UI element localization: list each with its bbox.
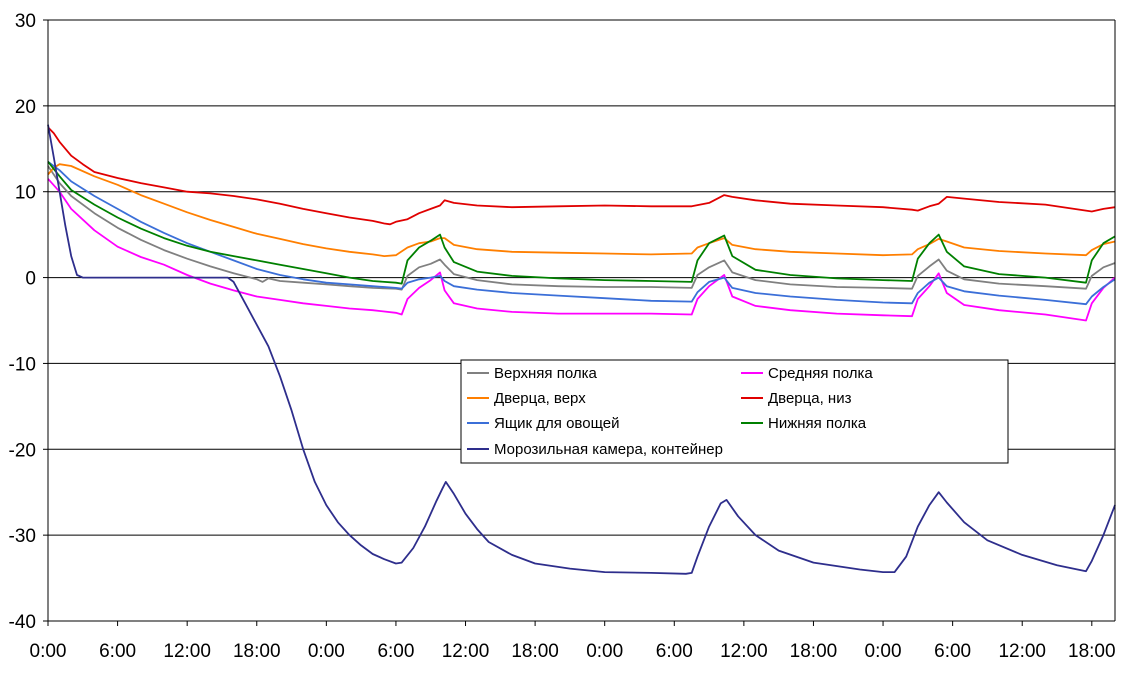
y-tick-label: 10	[15, 183, 36, 204]
y-axis-ticks: 30 20 10 0 -10 -20 -30 -40	[9, 11, 48, 633]
legend-label: Ящик для овощей	[494, 415, 619, 432]
legend: Верхняя полка Средняя полка Дверца, верх Дв…	[460, 359, 1009, 464]
y-tick-label: -30	[9, 526, 36, 547]
x-tick-label: 18:00	[233, 641, 281, 662]
legend-label: Дверца, верх	[494, 390, 586, 407]
legend-label: Дверца, низ	[768, 390, 852, 407]
x-tick-label: 18:00	[511, 641, 559, 662]
y-tick-label: 30	[15, 11, 36, 32]
series-line-6	[47, 161, 1116, 285]
series-lines	[47, 124, 1116, 575]
x-tick-label: 12:00	[998, 641, 1046, 662]
x-tick-label: 6:00	[934, 641, 971, 662]
x-tick-label: 6:00	[656, 641, 693, 662]
axes	[47, 20, 1116, 622]
legend-items: Верхняя полка Средняя полка Дверца, верх Дв…	[467, 365, 873, 458]
x-tick-label: 0:00	[308, 641, 345, 662]
series-line-2	[47, 178, 1116, 322]
x-tick-label: 12:00	[163, 641, 211, 662]
series-line-3	[47, 163, 1116, 257]
y-tick-label: -10	[9, 354, 36, 375]
x-tick-label: 0:00	[586, 641, 623, 662]
y-tick-label: -20	[9, 440, 36, 461]
legend-box	[460, 359, 1009, 464]
legend-label: Нижняя полка	[768, 415, 867, 432]
x-tick-label: 0:00	[865, 641, 902, 662]
x-tick-label: 12:00	[720, 641, 768, 662]
x-tick-label: 18:00	[1068, 641, 1116, 662]
series-line-1	[47, 165, 1116, 291]
series-line-4	[47, 126, 1116, 226]
legend-label: Верхняя полка	[494, 365, 597, 382]
x-tick-label: 6:00	[377, 641, 414, 662]
y-tick-label: 20	[15, 97, 36, 118]
x-tick-label: 6:00	[99, 641, 136, 662]
x-tick-label: 18:00	[790, 641, 838, 662]
y-tick-label: -40	[9, 612, 36, 633]
legend-label: Средняя полка	[768, 365, 873, 382]
x-tick-label: 0:00	[30, 641, 67, 662]
x-tick-label: 12:00	[442, 641, 490, 662]
y-tick-label: 0	[25, 269, 36, 290]
series-line-7	[47, 124, 1116, 575]
legend-label: Морозильная камера, контейнер	[494, 441, 723, 458]
x-axis-ticks: 0:00 6:00 12:00 18:00 0:00 6:00 12:00 18:00 0:00…	[30, 621, 1116, 662]
